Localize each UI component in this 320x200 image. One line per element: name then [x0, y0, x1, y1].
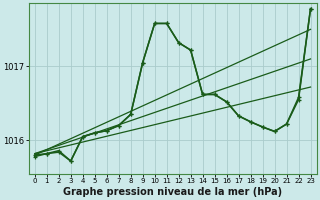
X-axis label: Graphe pression niveau de la mer (hPa): Graphe pression niveau de la mer (hPa) [63, 187, 282, 197]
